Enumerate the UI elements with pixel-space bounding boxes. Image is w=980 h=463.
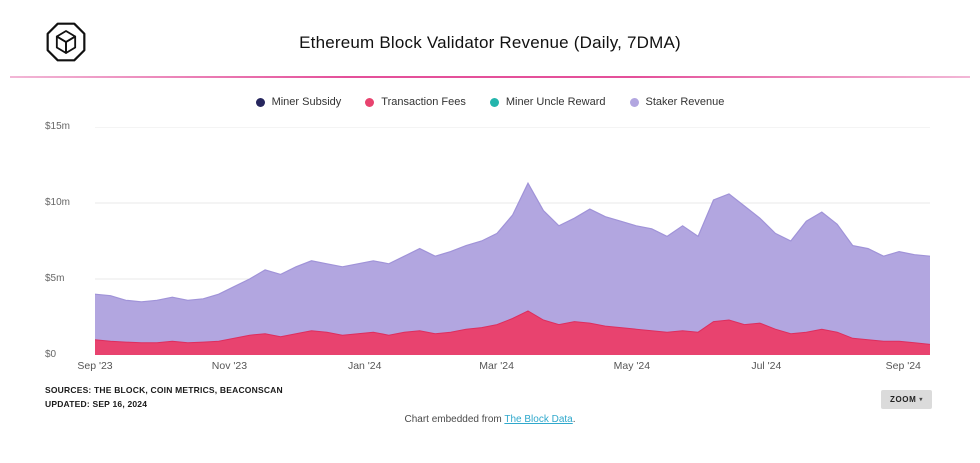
legend-item-staker-revenue[interactable]: Staker Revenue (629, 96, 725, 108)
x-axis-label: Jan '24 (347, 360, 382, 372)
staker-revenue-swatch-icon (629, 97, 639, 107)
header-divider (10, 76, 970, 78)
x-axis-label: Nov '23 (211, 360, 248, 372)
y-axis-label: $0 (45, 349, 57, 360)
y-axis-label: $5m (45, 273, 65, 284)
the-block-data-link[interactable]: The Block Data (504, 414, 573, 425)
x-axis-label: Mar '24 (479, 360, 514, 372)
updated-line: UPDATED: SEP 16, 2024 (45, 399, 148, 410)
embed-caption: Chart embedded from The Block Data. (0, 414, 980, 425)
x-axis-label: Sep '23 (77, 360, 113, 372)
the-block-logo-icon (44, 20, 88, 64)
legend-label: Transaction Fees (381, 96, 466, 108)
miner-uncle-reward-swatch-icon (489, 97, 499, 107)
caption-suffix: . (572, 414, 576, 425)
x-axis-label: Sep '24 (885, 360, 921, 372)
legend-label: Staker Revenue (645, 96, 725, 108)
area-staker-revenue (95, 183, 930, 345)
legend-item-miner-uncle-reward[interactable]: Miner Uncle Reward (489, 96, 606, 108)
page-title: Ethereum Block Validator Revenue (Daily,… (299, 33, 681, 52)
y-axis-label: $15m (45, 121, 71, 132)
x-axis-label: May '24 (613, 360, 651, 372)
sources-line: SOURCES: THE BLOCK, COIN METRICS, BEACON… (45, 385, 283, 395)
stacked-area-chart (95, 127, 930, 355)
chevron-down-icon: ▾ (919, 397, 923, 403)
area-transaction-fees (95, 310, 930, 355)
legend-item-miner-subsidy[interactable]: Miner Subsidy (255, 96, 342, 108)
zoom-button[interactable]: ZOOM ▾ (880, 390, 932, 409)
plot-area[interactable] (95, 127, 930, 355)
sources-block: SOURCES: THE BLOCK, COIN METRICS, BEACON… (45, 383, 283, 411)
y-axis-label: $10m (45, 197, 71, 208)
zoom-button-label: ZOOM (889, 395, 917, 404)
x-axis: Sep '23 Nov '23 Jan '24 Mar '24 May '24 Jul '… (77, 360, 930, 374)
transaction-fees-swatch-icon (365, 97, 375, 107)
transaction-fees-edge-line (95, 310, 930, 345)
x-axis-label: Jul '24 (751, 360, 782, 372)
staker-revenue-edge-line (95, 181, 930, 303)
legend-item-transaction-fees[interactable]: Transaction Fees (365, 96, 466, 108)
caption-prefix: Chart embedded from (404, 414, 505, 425)
legend-label: Miner Uncle Reward (505, 96, 606, 108)
miner-subsidy-swatch-icon (255, 97, 265, 107)
y-axis: $0 $5m $10m $15m (45, 121, 91, 360)
chart-legend: Miner Subsidy Transaction Fees Miner Unc… (0, 96, 980, 108)
legend-label: Miner Subsidy (271, 96, 342, 108)
